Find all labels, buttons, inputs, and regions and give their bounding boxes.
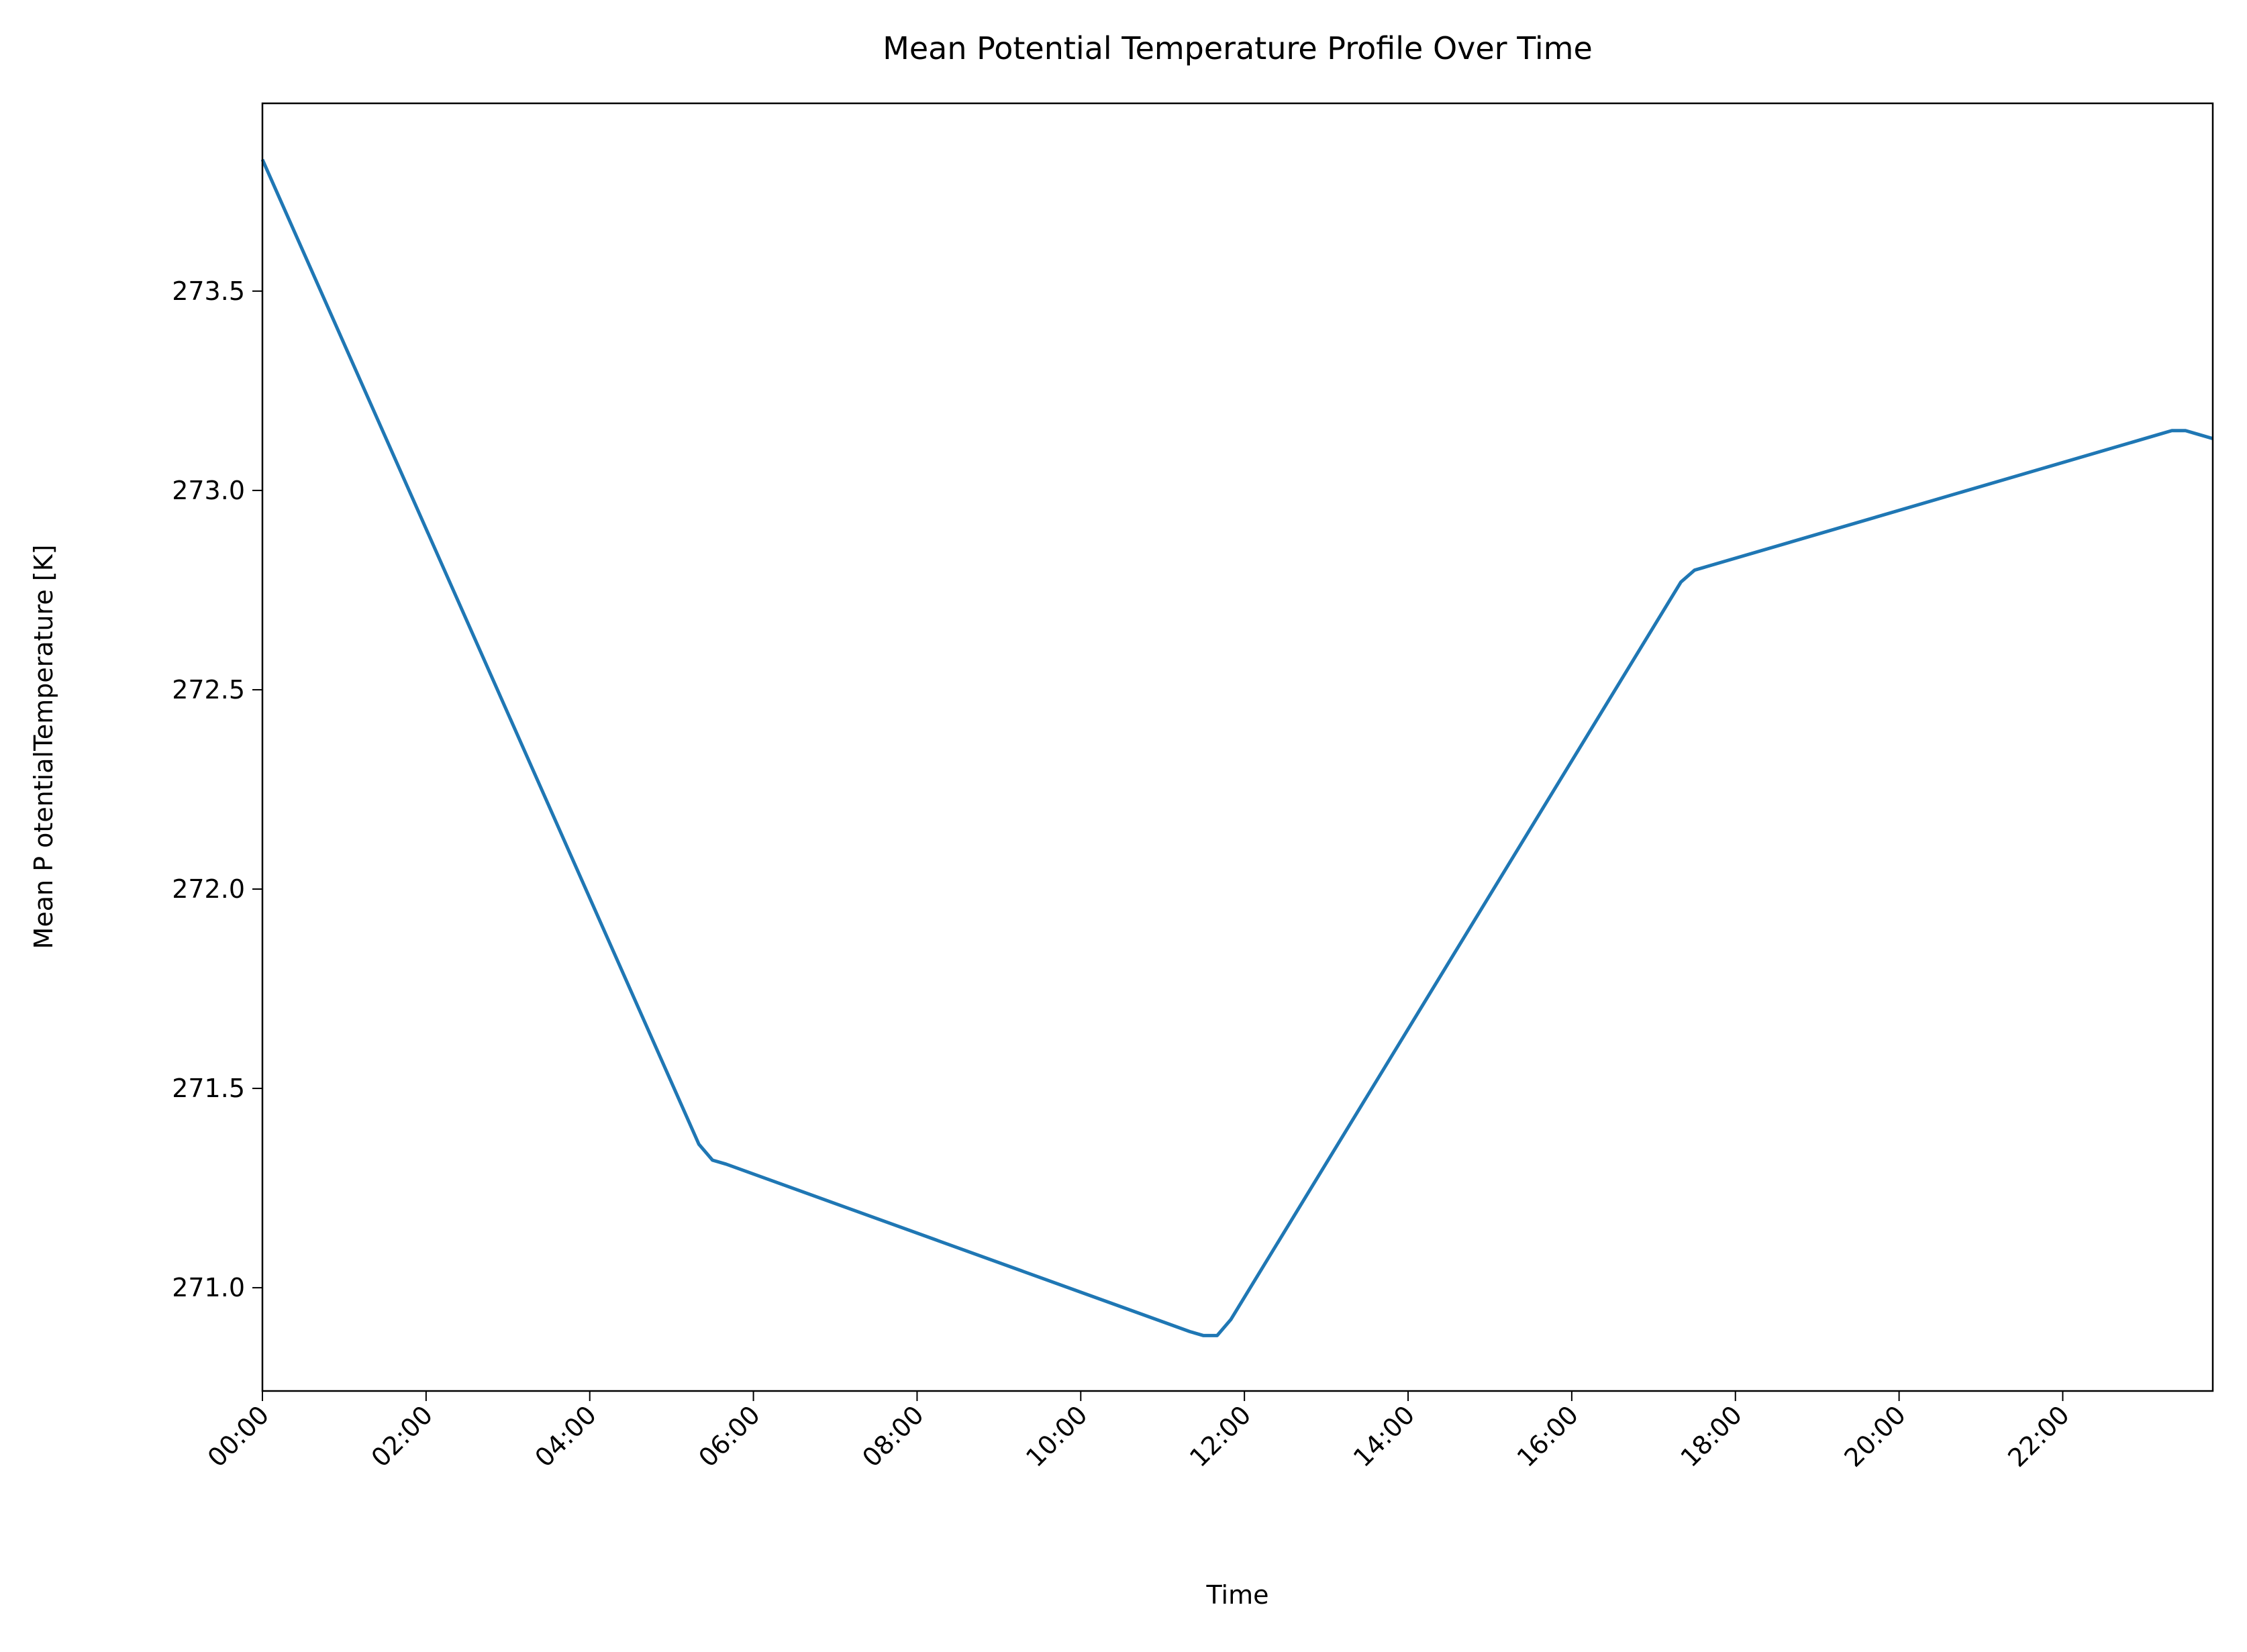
y-tick-label: 273.5 [172,276,245,306]
data-line [260,158,2213,1337]
y-tick-label: 271.0 [172,1273,245,1302]
chart-title: Mean Potential Temperature Profile Over … [883,30,1593,66]
y-tick-label: 272.0 [172,874,245,904]
y-tick-label: 273.0 [172,476,245,505]
y-tick-label: 271.5 [172,1074,245,1103]
y-axis-label: Mean P otentialTemperature [K] [29,545,58,949]
plot-frame [261,102,2214,1392]
y-tick-label: 272.5 [172,675,245,705]
x-axis-label: Time [1206,1580,1269,1610]
